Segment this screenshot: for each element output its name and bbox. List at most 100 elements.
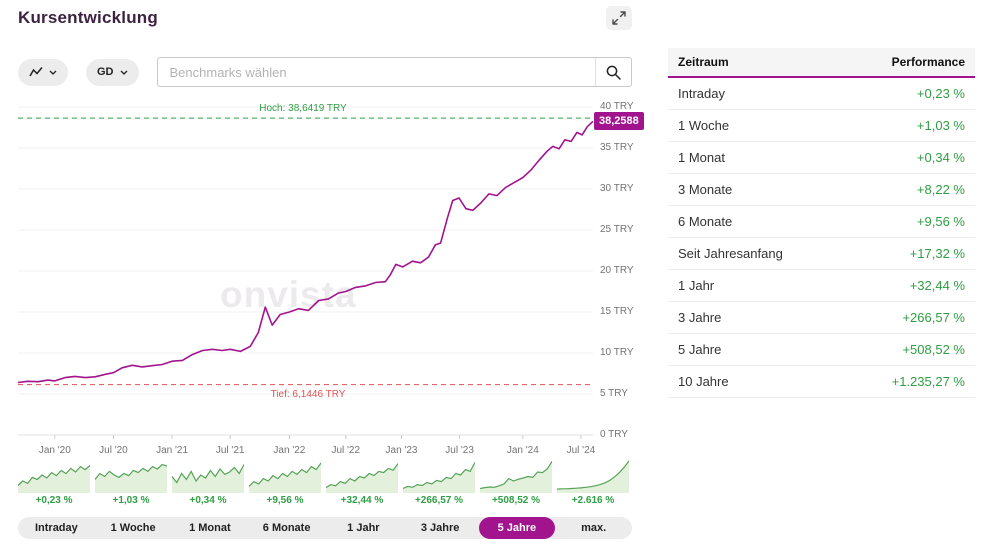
period-label: 1 Monat bbox=[678, 150, 725, 165]
chevron-down-icon bbox=[120, 70, 127, 75]
y-axis-label: 35 TRY bbox=[600, 142, 634, 153]
period-label: 5 Jahre bbox=[678, 342, 722, 357]
table-row: Seit Jahresanfang +17,32 % bbox=[668, 238, 975, 270]
sparkline-chart bbox=[326, 463, 398, 493]
sparkline-chart bbox=[18, 464, 90, 493]
x-axis-label: Jan '21 bbox=[156, 445, 189, 456]
line-chart-icon bbox=[29, 67, 43, 77]
performance-value: +8,22 % bbox=[916, 182, 965, 197]
table-row: 1 Jahr +32,44 % bbox=[668, 270, 975, 302]
period-label: 1 Woche bbox=[678, 118, 730, 133]
sparkline-chart bbox=[557, 460, 629, 493]
performance-value: +508,52 % bbox=[902, 342, 965, 357]
y-axis-label: 5 TRY bbox=[600, 388, 628, 399]
table-row: 1 Woche +1,03 % bbox=[668, 110, 975, 142]
period-preview-1-woche[interactable]: +1,03 % bbox=[95, 455, 167, 506]
x-axis-label: Jul '23 bbox=[445, 445, 474, 456]
period-label: 3 Monate bbox=[678, 182, 733, 197]
chevron-down-icon bbox=[49, 70, 57, 75]
gd-dropdown-label: GD bbox=[97, 66, 114, 78]
chart-toolbar: GD bbox=[18, 57, 632, 87]
table-row: 1 Monat +0,34 % bbox=[668, 142, 975, 174]
tab-1-jahr[interactable]: 1 Jahr bbox=[347, 522, 380, 534]
table-header: Zeitraum Performance bbox=[668, 48, 975, 78]
tab-1-monat[interactable]: 1 Monat bbox=[189, 522, 231, 534]
y-axis-label: 25 TRY bbox=[600, 224, 634, 235]
benchmark-input[interactable] bbox=[157, 58, 595, 86]
sparkline-chart bbox=[172, 464, 244, 493]
period-preview-performance: +0,23 % bbox=[35, 495, 73, 506]
period-preview-1-jahr[interactable]: +32,44 % bbox=[326, 455, 398, 506]
period-preview-5-jahre[interactable]: +508,52 % bbox=[480, 455, 552, 506]
indicator-gd-dropdown[interactable]: GD bbox=[86, 58, 139, 86]
performance-value: +0,34 % bbox=[916, 150, 965, 165]
x-axis-label: Jan '20 bbox=[38, 445, 71, 456]
period-label: Seit Jahresanfang bbox=[678, 246, 783, 261]
tab-5-jahre[interactable]: 5 Jahre bbox=[478, 517, 556, 539]
table-row: Intraday +0,23 % bbox=[668, 78, 975, 110]
performance-value: +32,44 % bbox=[909, 278, 965, 293]
benchmark-search-group bbox=[156, 57, 632, 87]
performance-value: +0,23 % bbox=[916, 86, 965, 101]
price-chart-area[interactable]: onvista Hoch: 38,6419 TRY Tief: 6,1446 T… bbox=[18, 100, 644, 466]
period-preview-performance: +266,57 % bbox=[414, 495, 464, 506]
chart-type-dropdown[interactable] bbox=[18, 58, 68, 86]
tab-6-monate[interactable]: 6 Monate bbox=[262, 522, 311, 534]
period-preview-performance: +32,44 % bbox=[340, 495, 384, 506]
tab-3-jahre[interactable]: 3 Jahre bbox=[420, 522, 460, 534]
y-axis-label: 10 TRY bbox=[600, 347, 634, 358]
period-preview-strip: +0,23 % +1,03 % +0,34 % +9,56 % +32,44 % +266… bbox=[18, 455, 632, 506]
table-row: 5 Jahre +508,52 % bbox=[668, 334, 975, 366]
y-axis-label: 20 TRY bbox=[600, 265, 634, 276]
y-axis-label: 40 TRY bbox=[600, 101, 634, 112]
period-preview-performance: +1,03 % bbox=[112, 495, 150, 506]
period-label: 3 Jahre bbox=[678, 310, 722, 325]
period-preview-max[interactable]: +2.616 % bbox=[557, 455, 629, 506]
period-label: 1 Jahr bbox=[678, 278, 715, 293]
performance-value: +266,57 % bbox=[902, 310, 965, 325]
column-header-zeitraum: Zeitraum bbox=[678, 55, 729, 69]
tab-intraday[interactable]: Intraday bbox=[34, 522, 78, 534]
price-line-chart bbox=[18, 106, 593, 439]
performance-value: +17,32 % bbox=[909, 246, 965, 261]
performance-value: +1,03 % bbox=[916, 118, 965, 133]
x-axis-label: Jul '24 bbox=[566, 445, 596, 456]
table-row: 10 Jahre +1.235,27 % bbox=[668, 366, 975, 398]
search-button[interactable] bbox=[595, 58, 631, 86]
performance-table: Zeitraum Performance Intraday +0,23 % 1 Wo… bbox=[668, 48, 975, 398]
sparkline-chart bbox=[249, 462, 321, 493]
performance-value: +1.235,27 % bbox=[891, 374, 965, 389]
last-price-badge: 38,2588 bbox=[594, 112, 644, 131]
y-axis-label: 30 TRY bbox=[600, 183, 634, 194]
period-preview-performance: +0,34 % bbox=[189, 495, 227, 506]
onvista-watermark: onvista bbox=[220, 274, 357, 315]
period-label: Intraday bbox=[678, 86, 725, 101]
x-axis-label: Jan '24 bbox=[506, 445, 539, 456]
period-preview-6-monate[interactable]: +9,56 % bbox=[249, 455, 321, 506]
table-row: 3 Monate +8,22 % bbox=[668, 174, 975, 206]
x-axis-label: Jan '22 bbox=[273, 445, 306, 456]
period-preview-3-jahre[interactable]: +266,57 % bbox=[403, 455, 475, 506]
column-header-performance: Performance bbox=[891, 55, 965, 69]
y-axis-label: 15 TRY bbox=[600, 306, 634, 317]
table-row: 3 Jahre +266,57 % bbox=[668, 302, 975, 334]
x-axis-label: Jul '21 bbox=[215, 445, 245, 456]
page-title: Kursentwicklung bbox=[18, 8, 158, 27]
period-preview-performance: +508,52 % bbox=[491, 495, 541, 506]
period-preview-intraday[interactable]: +0,23 % bbox=[18, 455, 90, 506]
tab-1-woche[interactable]: 1 Woche bbox=[110, 522, 156, 534]
period-preview-performance: +9,56 % bbox=[266, 495, 304, 506]
table-body: Intraday +0,23 % 1 Woche +1,03 % 1 Monat +0,3… bbox=[668, 78, 975, 398]
period-label: 10 Jahre bbox=[678, 374, 729, 389]
tab-max[interactable]: max. bbox=[581, 522, 607, 534]
sparkline-chart bbox=[480, 461, 552, 493]
x-axis-label: Jan '23 bbox=[385, 445, 418, 456]
x-axis-label: Jul '20 bbox=[99, 445, 128, 456]
period-preview-1-monat[interactable]: +0,34 % bbox=[172, 455, 244, 506]
x-axis-label: Jul '22 bbox=[331, 445, 361, 456]
performance-value: +9,56 % bbox=[916, 214, 965, 229]
table-row: 6 Monate +9,56 % bbox=[668, 206, 975, 238]
period-preview-performance: +2.616 % bbox=[571, 495, 615, 506]
expand-button[interactable] bbox=[606, 6, 632, 30]
